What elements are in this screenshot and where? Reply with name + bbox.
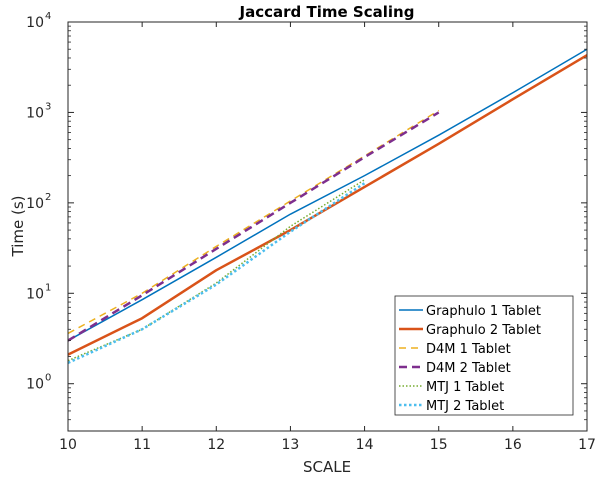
y-tick-label: 10 [26, 196, 44, 212]
y-tick-label: 10 [26, 105, 44, 121]
x-tick-label: 10 [59, 437, 77, 453]
x-tick-label: 17 [578, 437, 596, 453]
y-tick-label: 10 [26, 377, 44, 393]
plot-area-frame [67, 21, 588, 432]
legend: Graphulo 1 Tablet Graphulo 2 Tablet D4M 1 … [394, 295, 574, 416]
x-tick-label: 16 [504, 437, 522, 453]
legend-label-4: D4M 2 Tablet [426, 361, 511, 376]
y-tick-label: 10 [26, 286, 44, 302]
y-tick-exponent: 4 [45, 11, 51, 22]
x-tick-label: 13 [282, 437, 300, 453]
y-tick-exponent: 1 [45, 282, 51, 293]
legend-label-6: MTJ 2 Tablet [426, 399, 504, 414]
series-line-6 [67, 182, 366, 365]
y-tick-exponent: 3 [45, 101, 51, 112]
x-tick-label: 15 [430, 437, 448, 453]
legend-label-1: Graphulo 1 Tablet [426, 304, 541, 319]
legend-label-2: Graphulo 2 Tablet [426, 323, 541, 338]
chart-title: Jaccard Time Scaling [239, 3, 415, 21]
legend-label-3: D4M 1 Tablet [426, 342, 511, 357]
x-tick-label: 14 [356, 437, 374, 453]
series-line-3 [67, 109, 440, 335]
y-tick-exponent: 0 [45, 373, 51, 384]
series-layer [67, 48, 588, 365]
series-line-5 [67, 179, 365, 362]
x-axis-label: SCALE [303, 458, 351, 476]
x-tick-label: 12 [207, 437, 225, 453]
series-line-2 [67, 54, 588, 356]
legend-label-5: MTJ 1 Tablet [426, 380, 504, 395]
y-axis-label: Time (s) [9, 196, 27, 258]
y-tick-exponent: 2 [45, 192, 51, 203]
series-line-1 [67, 48, 588, 342]
series-line-4 [67, 111, 440, 342]
legend-box [394, 295, 574, 416]
y-tick-label: 10 [26, 15, 44, 31]
x-tick-label: 11 [133, 437, 151, 453]
